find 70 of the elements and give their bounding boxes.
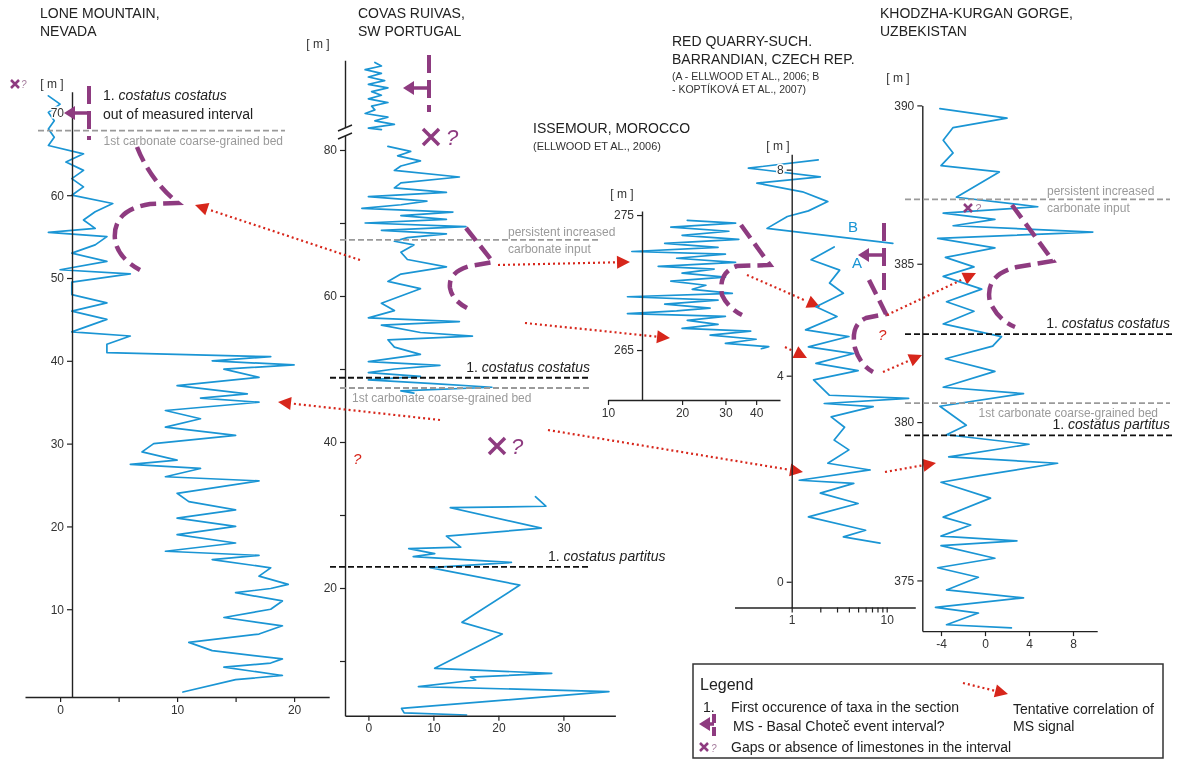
x-tick-label: 30 (557, 721, 571, 736)
y-axis-title: [ m ] (766, 139, 790, 153)
chart-subtitle: (ELLWOOD ET AL., 2006) (533, 140, 661, 152)
ref-line-label: 1. costatus partitus (548, 547, 666, 564)
y-tick-label: 0 (777, 575, 785, 590)
ref-line-label: 1. costatus costatus (1046, 315, 1170, 332)
y-tick-label: 380 (894, 415, 915, 430)
annotation: ? (511, 434, 524, 459)
x-tick-label: 20 (675, 405, 690, 420)
ref-line-label: persistent increased carbonate input (508, 224, 616, 256)
chart-title: RED QUARRY-SUCH. BARRANDIAN, CZECH REP. (672, 33, 855, 67)
chart-title: COVAS RUIVAS, SW PORTUGAL (358, 5, 465, 39)
annotation: 1. costatus costatus (103, 87, 227, 103)
ref-line-label: 1st carbonate coarse-grained bed (103, 133, 283, 148)
y-tick-label: 4 (777, 369, 785, 384)
x-tick-label: 4 (1026, 636, 1034, 651)
chart-title: ISSEMOUR, MOROCCO (533, 120, 691, 136)
text: MS - Basal Choteč event interval? (733, 718, 945, 734)
y-tick-label: 60 (50, 188, 65, 203)
chart-subtitle: (A - ELLWOOD ET AL., 2006; B - KOPTÍKOVÁ ET AL., 2007) (672, 70, 820, 95)
annotation: ? (878, 326, 887, 343)
y-tick-label: 30 (50, 436, 65, 451)
text: ? (21, 79, 27, 90)
y-tick-label: 390 (894, 98, 915, 113)
x-tick-label: -4 (936, 636, 948, 651)
y-tick-label: 375 (894, 573, 915, 588)
y-tick-label: 20 (50, 519, 65, 534)
annotation: ? (975, 202, 982, 214)
ref-line-label: 1. costatus costatus (466, 358, 590, 375)
y-axis-title: [ m ] (306, 37, 330, 51)
y-tick-label: 60 (323, 289, 338, 304)
y-tick-label: 40 (50, 354, 65, 369)
annotation: out of measured interval (103, 106, 254, 122)
x-tick-label: 20 (287, 702, 302, 717)
annotation: ? (353, 450, 362, 467)
y-tick-label: 10 (50, 602, 65, 617)
text: Legend (700, 676, 754, 693)
y-tick-label: 20 (323, 581, 338, 596)
y-tick-label: 275 (613, 208, 635, 223)
series-label: A (852, 254, 863, 271)
chart-title: LONE MOUNTAIN, NEVADA (40, 5, 160, 39)
ref-line-label: 1st carbonate coarse-grained bed (352, 390, 532, 405)
y-axis-title: [ m ] (610, 187, 634, 201)
y-tick-label: 265 (613, 343, 635, 358)
text: ? (711, 743, 717, 754)
x-tick-label: 10 (601, 405, 616, 420)
x-tick-label: 10 (427, 721, 441, 736)
y-tick-label: 80 (323, 143, 338, 158)
x-tick-label: 40 (749, 405, 764, 420)
annotation: ? (446, 125, 459, 150)
y-tick-label: 385 (894, 257, 915, 272)
series-label: B (848, 218, 859, 235)
x-tick-label: 30 (719, 405, 733, 420)
y-tick-label: 40 (323, 435, 338, 450)
ref-line-label: persistent increased carbonate input (1047, 184, 1155, 216)
text: 1. (703, 699, 715, 715)
x-tick-label: 0 (982, 636, 990, 651)
x-tick-label: 10 (170, 702, 185, 717)
x-tick-label: 8 (1070, 636, 1078, 651)
x-tick-label: 1 (788, 613, 796, 628)
text: Tentative correlation of MS signal (1013, 701, 1154, 734)
text: First occurence of taxa in the section (731, 699, 959, 715)
x-tick-label: 0 (365, 721, 373, 736)
text: Gaps or absence of limestones in the interval (731, 739, 1012, 755)
y-axis-title: [ m ] (40, 77, 64, 91)
chart-title: KHODZHA-KURGAN GORGE, UZBEKISTAN (880, 5, 1073, 39)
x-tick-label: 20 (492, 721, 506, 736)
y-axis-title: [ m ] (886, 71, 910, 85)
y-tick-label: 70 (50, 105, 65, 120)
y-tick-label: 50 (50, 271, 65, 286)
